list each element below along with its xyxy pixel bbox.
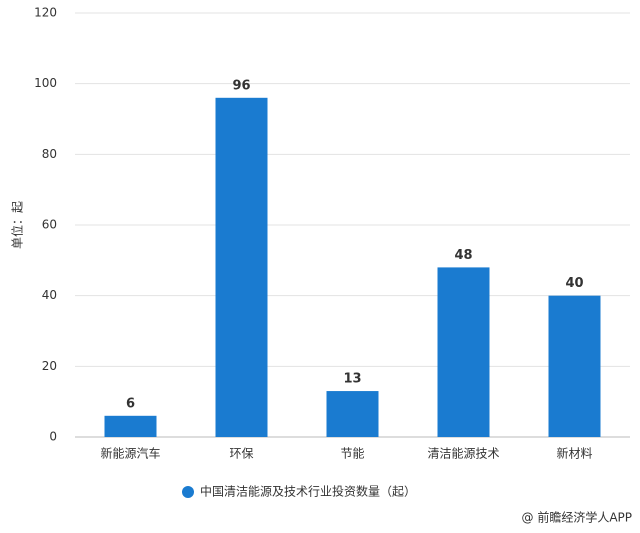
x-tick-label: 新材料 [556, 446, 592, 461]
y-tick-label: 20 [42, 359, 57, 373]
legend-marker [182, 486, 194, 498]
data-label: 13 [343, 372, 361, 387]
bar [437, 267, 490, 437]
x-tick-label: 节能 [340, 447, 364, 461]
y-tick-label: 60 [42, 218, 57, 232]
x-tick-label: 环保 [229, 447, 253, 461]
data-label: 96 [232, 78, 250, 93]
source: @ 前瞻经济学人APP [522, 510, 633, 525]
bar [548, 295, 601, 437]
data-label: 6 [126, 396, 135, 411]
bar [215, 97, 268, 438]
bar [104, 415, 157, 437]
x-tick-label: 清洁能源技术 [427, 447, 499, 461]
x-tick-label: 新能源汽车 [100, 446, 160, 461]
legend-label: 中国清洁能源及技术行业投资数量（起） [200, 484, 416, 499]
data-label: 40 [565, 276, 583, 291]
y-tick-label: 100 [34, 76, 57, 90]
bar [326, 391, 379, 437]
y-axis-title: 单位：起 [10, 201, 25, 249]
y-tick-label: 80 [42, 147, 57, 161]
y-tick-label: 40 [42, 288, 57, 302]
y-tick-label: 120 [34, 6, 57, 20]
y-tick-label: 0 [49, 430, 57, 444]
data-label: 48 [454, 248, 472, 263]
